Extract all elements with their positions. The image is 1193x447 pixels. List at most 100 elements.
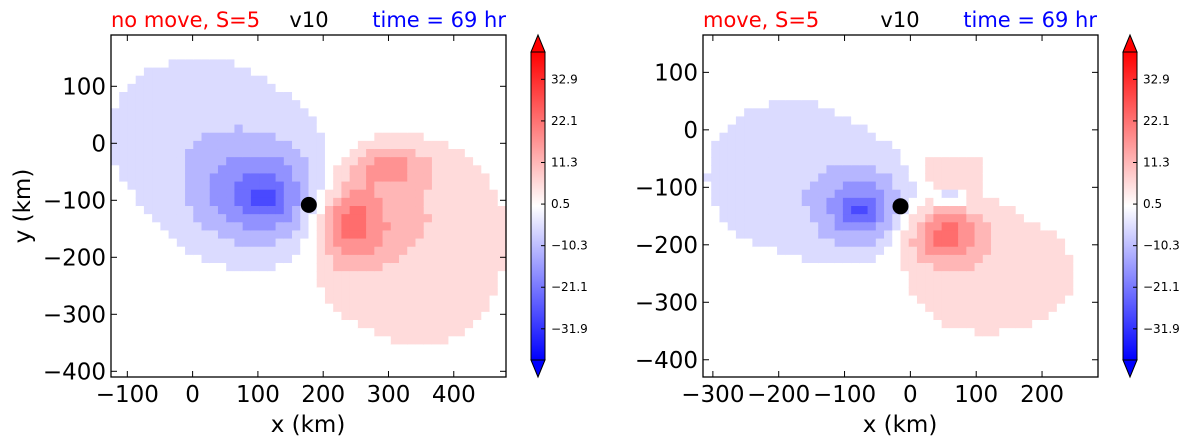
heatmap-cell	[916, 206, 926, 215]
heatmap-cell	[456, 92, 466, 101]
heatmap-cell	[916, 189, 926, 199]
heatmap-cell	[267, 165, 277, 175]
heatmap-cell	[382, 320, 392, 329]
heatmap-cell	[489, 67, 499, 77]
colorbar-tick-label: 22.1	[551, 114, 578, 128]
heatmap-cell	[1065, 336, 1074, 346]
heatmap-cell	[448, 197, 458, 207]
heatmap-cell	[415, 320, 425, 329]
heatmap-cell	[735, 320, 745, 329]
heatmap-cell	[168, 222, 178, 232]
heatmap-cell	[374, 344, 384, 354]
heatmap-cell	[834, 303, 844, 313]
heatmap-cell	[176, 320, 186, 329]
heatmap-cell	[143, 360, 153, 370]
heatmap-cell	[768, 92, 778, 101]
heatmap-cell	[974, 108, 984, 118]
heatmap-cell	[826, 43, 836, 52]
heatmap-cell	[464, 303, 474, 313]
heatmap-cell	[727, 222, 737, 232]
heatmap-cell	[275, 271, 285, 280]
heatmap-cell	[933, 279, 943, 289]
heatmap-cell	[884, 173, 893, 183]
colorbar-tick-label: 32.9	[1143, 72, 1170, 86]
heatmap-cell	[826, 263, 836, 272]
heatmap-cell	[250, 92, 260, 101]
heatmap-cell	[892, 92, 902, 101]
heatmap-cell	[300, 83, 310, 93]
heatmap-cell	[456, 222, 466, 232]
heatmap-cell	[275, 230, 285, 240]
heatmap-cell	[135, 108, 145, 118]
heatmap-cell	[785, 303, 795, 313]
heatmap-cell	[366, 43, 375, 52]
heatmap-cell	[415, 311, 425, 321]
heatmap-cell	[292, 206, 301, 215]
heatmap-cell	[234, 116, 244, 126]
heatmap-cell	[275, 222, 285, 232]
heatmap-cell	[407, 197, 417, 207]
heatmap-cell	[941, 43, 951, 52]
heatmap-cell	[727, 100, 737, 109]
heatmap-cell	[275, 311, 285, 321]
heatmap-cell	[851, 254, 860, 264]
colorbar-min-extension	[530, 359, 546, 379]
heatmap-cell	[933, 83, 943, 93]
heatmap-cell	[801, 303, 811, 313]
heatmap-cell	[768, 157, 778, 166]
heatmap-cell	[974, 368, 984, 378]
heatmap-cell	[809, 263, 819, 272]
heatmap-cell	[703, 368, 712, 378]
heatmap-cell	[834, 92, 844, 101]
heatmap-cell	[448, 67, 458, 77]
heatmap-cell	[267, 238, 277, 248]
heatmap-cell	[1073, 368, 1083, 378]
heatmap-cell	[431, 157, 441, 166]
heatmap-cell	[867, 214, 877, 223]
heatmap-cell	[908, 165, 918, 175]
heatmap-cell	[415, 59, 425, 69]
heatmap-cell	[316, 336, 326, 346]
heatmap-cell	[242, 132, 252, 142]
heatmap-cell	[275, 287, 285, 297]
heatmap-cell	[908, 132, 918, 142]
heatmap-cell	[407, 181, 417, 191]
heatmap-cell	[1056, 246, 1066, 256]
heatmap-cell	[925, 336, 935, 346]
heatmap-cell	[834, 181, 844, 191]
heatmap-cell	[226, 246, 236, 256]
heatmap-cell	[185, 368, 194, 378]
heatmap-cell	[719, 108, 729, 118]
heatmap-cell	[842, 181, 852, 191]
heatmap-cell	[300, 295, 310, 305]
heatmap-cell	[851, 51, 860, 61]
heatmap-cell	[958, 181, 967, 191]
heatmap-cell	[1007, 75, 1017, 85]
heatmap-cell	[341, 230, 351, 240]
heatmap-cell	[1032, 303, 1041, 313]
heatmap-cell	[366, 311, 375, 321]
heatmap-cell	[341, 157, 351, 166]
heatmap-cell	[916, 246, 926, 256]
heatmap-cell	[415, 295, 425, 305]
heatmap-cell	[801, 100, 811, 109]
heatmap-cell	[324, 59, 334, 69]
heatmap-cell	[464, 116, 474, 126]
heatmap-cell	[727, 246, 737, 256]
heatmap-cell	[259, 189, 268, 199]
heatmap-cell	[275, 263, 285, 272]
heatmap-cell	[1048, 303, 1058, 313]
heatmap-cell	[925, 303, 935, 313]
heatmap-cell	[111, 368, 120, 378]
heatmap-cell	[259, 149, 268, 158]
heatmap-cell	[809, 140, 819, 150]
heatmap-cell	[735, 344, 745, 354]
heatmap-cell	[193, 43, 203, 52]
heatmap-cell	[217, 328, 227, 337]
heatmap-cell	[703, 165, 712, 175]
heatmap-cell	[1065, 238, 1074, 248]
heatmap-cell	[275, 43, 285, 52]
heatmap-cell	[916, 124, 926, 134]
heatmap-cell	[316, 360, 326, 370]
heatmap-cell	[1056, 43, 1066, 52]
